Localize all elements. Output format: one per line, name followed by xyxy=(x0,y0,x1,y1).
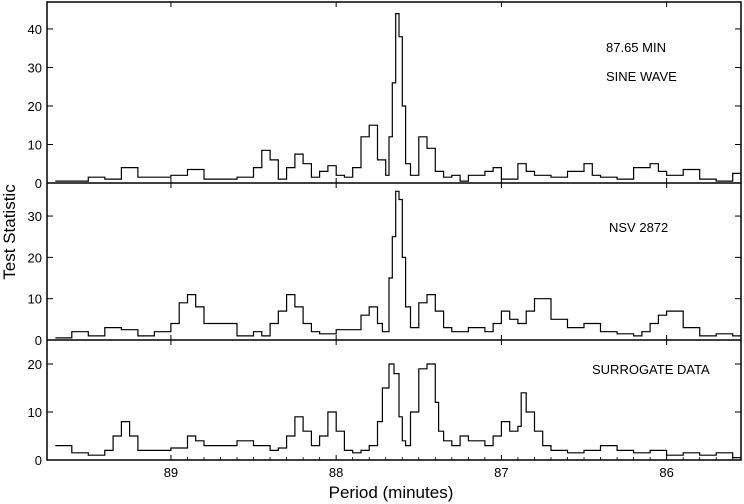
panel-1-y-tick-label: 10 xyxy=(28,137,42,152)
panel-2-ticks: 0 10 20 30 xyxy=(28,209,741,348)
x-tick-label: 89 xyxy=(164,465,178,480)
panel-3-y-tick-label: 20 xyxy=(28,357,42,372)
x-axis-ticks: 89 88 87 86 xyxy=(164,2,734,480)
panel-1-y-tick-label: 40 xyxy=(28,22,42,37)
panel-2-y-tick-label: 20 xyxy=(28,250,42,265)
panel-1: 0 10 20 30 40 87.65 MIN SINE WAVE xyxy=(28,13,741,191)
panel-3: 0 10 20 SURROGATE DATA xyxy=(28,357,741,468)
panel-2-y-tick-label: 10 xyxy=(28,292,42,307)
panel-1-annotation-2: SINE WAVE xyxy=(606,69,677,84)
panel-2-data xyxy=(55,190,741,339)
panel-1-data xyxy=(55,13,741,182)
x-axis-label: Period (minutes) xyxy=(329,483,454,502)
panel-3-series-line xyxy=(55,363,741,459)
x-tick-label: 87 xyxy=(494,465,508,480)
panel-1-y-tick-label: 20 xyxy=(28,99,42,114)
panel-3-y-tick-label: 0 xyxy=(35,453,42,468)
panel-3-annotation-1: SURROGATE DATA xyxy=(592,362,710,377)
x-tick-label: 88 xyxy=(329,465,343,480)
y-axis-label: Test Statistic xyxy=(0,184,19,280)
plot-frame xyxy=(46,1,742,461)
x-tick-label: 86 xyxy=(659,465,673,480)
panel-1-ticks: 0 10 20 30 40 xyxy=(28,22,741,191)
panel-2-y-tick-label: 30 xyxy=(28,209,42,224)
panel-1-series-line xyxy=(55,13,741,182)
panel-2-annotation-1: NSV 2872 xyxy=(609,220,668,235)
panel-2: 0 10 20 30 NSV 2872 xyxy=(28,190,741,348)
frame xyxy=(46,1,742,461)
panel-1-annotation-1: 87.65 MIN xyxy=(606,40,666,55)
panel-3-y-tick-label: 10 xyxy=(28,405,42,420)
panel-3-data xyxy=(55,363,741,459)
panel-1-y-tick-label: 0 xyxy=(35,176,42,191)
panel-2-y-tick-label: 0 xyxy=(35,333,42,348)
panel-1-y-tick-label: 30 xyxy=(28,60,42,75)
panel-2-series-line xyxy=(55,190,741,339)
